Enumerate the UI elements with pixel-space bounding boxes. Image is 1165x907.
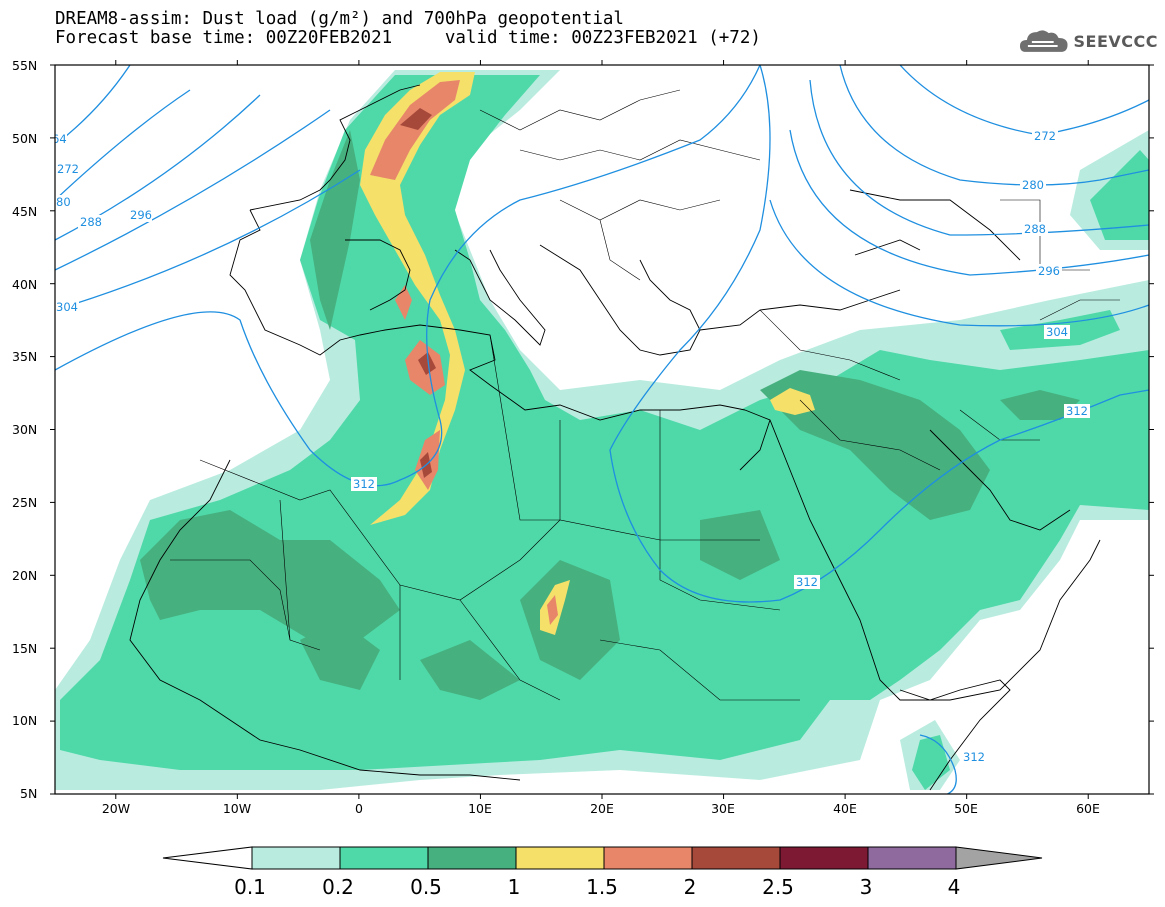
lon-label: 10W <box>223 801 251 816</box>
colorbar-label: 2 <box>684 875 697 899</box>
lat-label: 5N <box>20 786 37 801</box>
longitude-labels: 20W 10W 0 10E 20E 30E 40E 50E 60E <box>102 801 1100 816</box>
cloud-icon <box>1019 30 1068 52</box>
colorbar-label: 2.5 <box>762 875 794 899</box>
lat-label: 25N <box>12 495 37 510</box>
isoline-label: 288 <box>80 215 102 229</box>
lat-label: 15N <box>12 641 37 656</box>
isoline-label: 272 <box>1034 129 1056 143</box>
colorbar-label: 1.5 <box>586 875 618 899</box>
lon-label: 20E <box>590 801 614 816</box>
geopotential-isolines <box>55 65 1149 794</box>
latitude-labels: 55N 50N 45N 40N 35N 30N 25N 20N 15N 10N … <box>12 58 37 801</box>
country-borders <box>170 89 1120 701</box>
colorbar-segment <box>251 846 341 870</box>
map-plot-area: 64 272 80 288 296 304 312 272 280 288 29… <box>52 65 1149 794</box>
colorbar-segment <box>779 846 869 870</box>
lat-label: 35N <box>12 349 37 364</box>
colorbar <box>162 846 1043 870</box>
lon-label: 30E <box>711 801 735 816</box>
dust-level-0.5 <box>140 130 1080 700</box>
lat-label: 50N <box>12 131 37 146</box>
isoline-label: 304 <box>56 300 78 314</box>
lat-label: 20N <box>12 568 37 583</box>
isoline-label: 272 <box>57 162 79 176</box>
colorbar-labels: 0.1 0.2 0.5 1 1.5 2 2.5 3 4 <box>234 875 960 899</box>
isoline-label: 312 <box>1066 404 1088 418</box>
isoline-label: 296 <box>130 208 152 222</box>
colorbar-segment <box>691 846 781 870</box>
colorbar-label: 0.1 <box>234 875 266 899</box>
lat-label: 45N <box>12 204 37 219</box>
map-title: DREAM8-assim: Dust load (g/m²) and 700hP… <box>55 9 624 29</box>
lat-label: 55N <box>12 58 37 73</box>
map-subtitle: Forecast base time: 00Z20FEB2021 valid t… <box>55 28 761 48</box>
colorbar-segment <box>515 846 605 870</box>
isoline-label: 288 <box>1024 222 1046 236</box>
lon-label: 0 <box>355 801 363 816</box>
colorbar-segment <box>603 846 693 870</box>
isoline-label: 312 <box>353 477 375 491</box>
lon-label: 10E <box>468 801 492 816</box>
isoline-label: 312 <box>796 575 818 589</box>
isoline-label: 64 <box>52 132 67 146</box>
isoline-label: 296 <box>1038 264 1060 278</box>
isoline-label: 312 <box>963 750 985 764</box>
isoline-labels: 64 272 80 288 296 304 312 272 280 288 29… <box>52 129 1090 764</box>
colorbar-label: 0.5 <box>410 875 442 899</box>
colorbar-segment <box>867 846 957 870</box>
colorbar-segment <box>339 846 429 870</box>
lat-label: 10N <box>12 713 37 728</box>
colorbar-low-arrow <box>162 846 253 870</box>
lon-label: 60E <box>1076 801 1100 816</box>
logo-text: SEEVCCC <box>1073 31 1158 51</box>
colorbar-high-arrow <box>955 846 1043 870</box>
isoline-label: 280 <box>1022 178 1044 192</box>
isoline-label: 80 <box>56 195 71 209</box>
colorbar-label: 3 <box>860 875 873 899</box>
colorbar-segment <box>427 846 517 870</box>
axis-ticks <box>50 60 1154 799</box>
lat-label: 40N <box>12 277 37 292</box>
coastlines <box>129 84 1101 791</box>
seevccc-logo: SEEVCCC <box>1018 24 1158 58</box>
lon-label: 50E <box>954 801 978 816</box>
lon-label: 20W <box>102 801 130 816</box>
isoline-label: 304 <box>1046 325 1068 339</box>
colorbar-label: 1 <box>508 875 521 899</box>
colorbar-label: 4 <box>948 875 961 899</box>
lat-label: 30N <box>12 422 37 437</box>
colorbar-label: 0.2 <box>322 875 354 899</box>
lon-label: 40E <box>833 801 857 816</box>
